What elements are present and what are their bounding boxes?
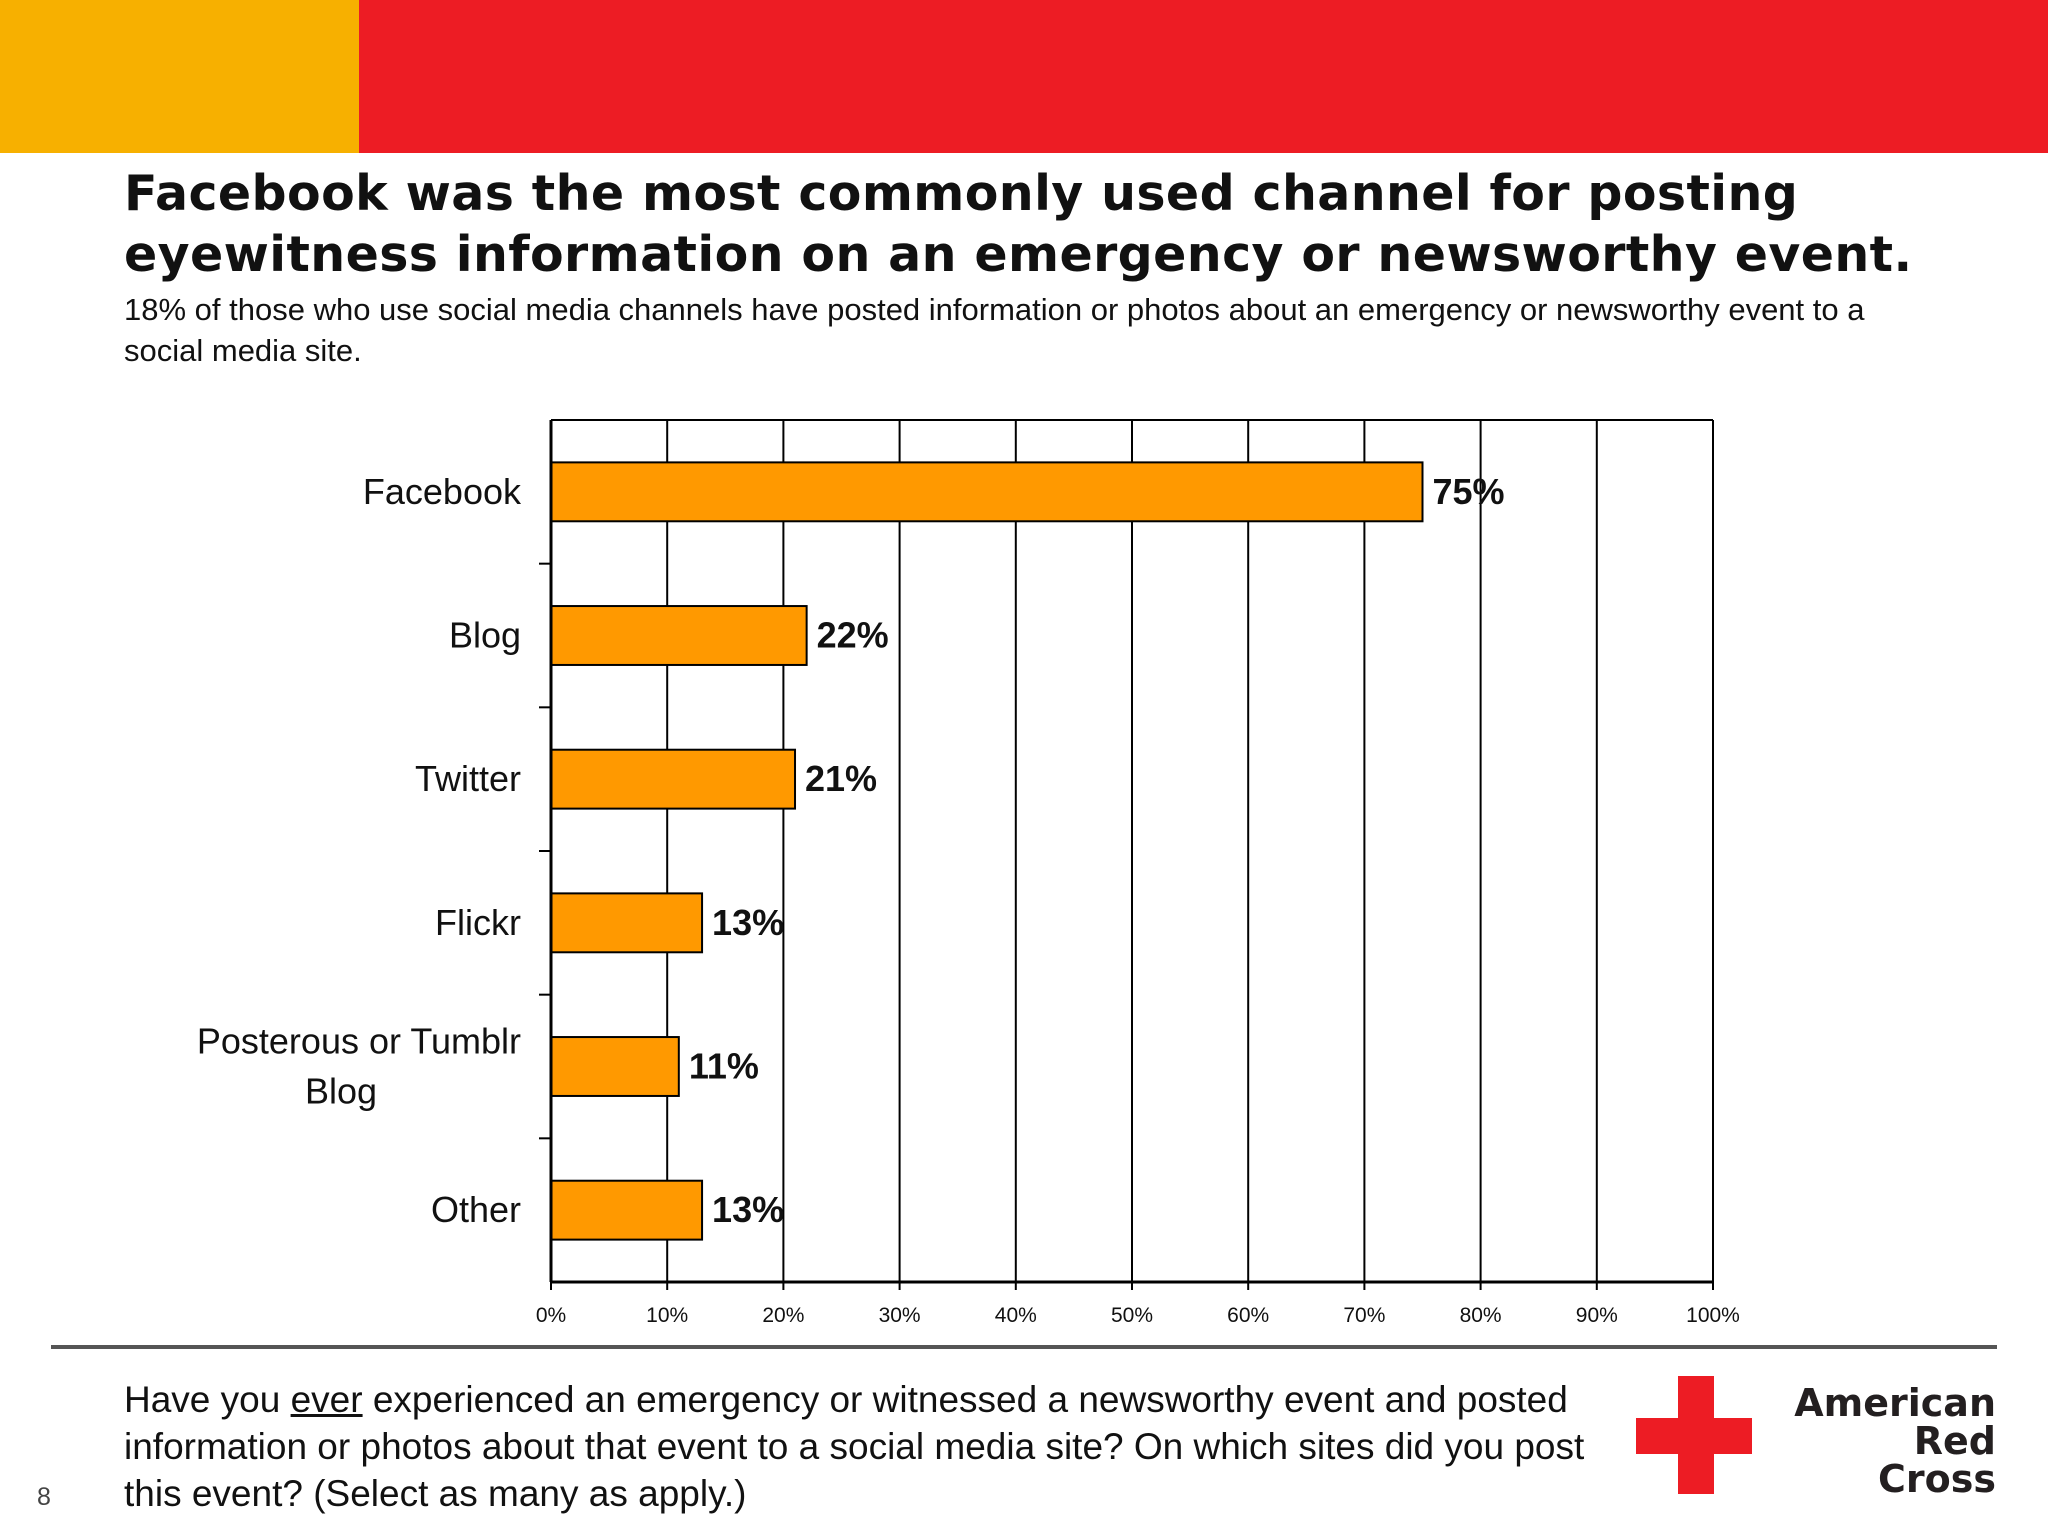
x-tick-label: 70% [1343, 1304, 1385, 1327]
bar [550, 1179, 704, 1241]
x-tick-label: 100% [1686, 1304, 1740, 1327]
x-tick-label: 80% [1460, 1304, 1502, 1327]
bar [550, 748, 797, 810]
x-tick-label: 60% [1227, 1304, 1269, 1327]
category-label: Flickr [435, 902, 521, 943]
category-label: Facebook [363, 471, 522, 512]
data-label: 11% [689, 1046, 759, 1087]
top-band-left [0, 0, 359, 153]
data-label: 75% [1433, 471, 1505, 512]
x-tick-label: 30% [879, 1304, 921, 1327]
x-tick-label: 20% [762, 1304, 804, 1327]
gridlines [550, 420, 1714, 1282]
logo-line-1: American [1794, 1381, 1996, 1425]
title-line-1: Facebook was the most commonly used chan… [124, 165, 1799, 222]
x-tick-label: 10% [646, 1304, 688, 1327]
slide-subtitle: 18% of those who use social media channe… [124, 292, 1865, 368]
top-band-right [359, 0, 2048, 153]
x-tick-label: 50% [1111, 1304, 1153, 1327]
x-tick-label: 0% [536, 1304, 566, 1327]
bar [550, 892, 704, 954]
bars [550, 461, 1424, 1241]
data-label: 22% [817, 615, 889, 656]
red-cross-icon [1636, 1376, 1752, 1494]
bar [550, 605, 808, 666]
survey-question: Have you ever experienced an emergency o… [124, 1376, 1604, 1517]
data-label: 21% [805, 758, 877, 799]
logo-wordmark: American Red Cross [1790, 1384, 1996, 1498]
bar [550, 461, 1424, 523]
red-cross-logo [1636, 1376, 1752, 1494]
question-text-before: Have you [124, 1379, 291, 1420]
page-number: 8 [37, 1483, 51, 1511]
x-tick-label: 90% [1576, 1304, 1618, 1327]
data-label: 13% [712, 902, 784, 943]
category-label: Blog [449, 615, 521, 656]
bar [550, 1036, 680, 1097]
category-label: Twitter [415, 758, 521, 799]
question-underlined-word: ever [290, 1379, 363, 1420]
title-line-2: eyewitness information on an emergency o… [124, 226, 1913, 283]
data-label: 13% [712, 1189, 784, 1230]
bar-chart: 0% 10% 20% 30% 40% 50% 60% 70% 80% 90% 100% 75% Face… [197, 419, 1740, 1327]
category-label: Other [431, 1189, 521, 1230]
axes [539, 419, 1714, 1290]
category-label: Blog [305, 1071, 377, 1112]
x-tick-label: 40% [995, 1304, 1037, 1327]
footer-divider [51, 1345, 1997, 1349]
chart-labels: 0% 10% 20% 30% 40% 50% 60% 70% 80% 90% 100% 75% Face… [197, 471, 1740, 1327]
slide-title: Facebook was the most commonly used chan… [124, 163, 2004, 285]
question-text-after: experienced an emergency or witnessed a … [124, 1379, 1585, 1514]
logo-line-2: Red Cross [1878, 1419, 1996, 1501]
category-label: Posterous or Tumblr [197, 1021, 521, 1062]
